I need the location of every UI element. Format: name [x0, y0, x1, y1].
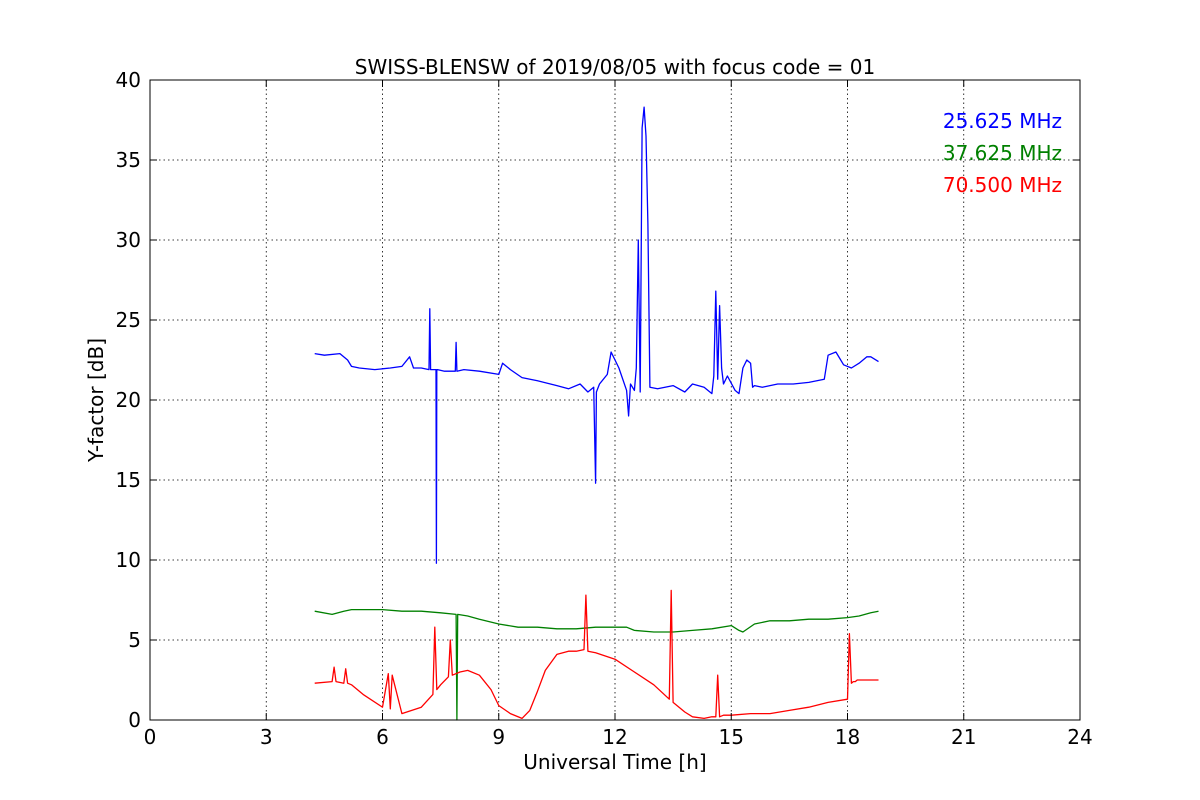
y-tick-label: 15 [116, 468, 141, 492]
y-axis-label: Y-factor [dB] [84, 338, 108, 463]
series-layer [314, 106, 879, 721]
x-tick-label: 21 [951, 725, 976, 749]
x-tick-label: 0 [144, 725, 157, 749]
x-tick-label: 6 [376, 725, 389, 749]
series-line-25-625-mhz [314, 106, 879, 564]
y-tick-label: 5 [128, 628, 141, 652]
legend: 25.625 MHz 37.625 MHz 70.500 MHz [943, 109, 1062, 197]
x-tick-label: 3 [260, 725, 273, 749]
x-tick-label: 15 [719, 725, 744, 749]
y-tick-label: 0 [128, 708, 141, 732]
chart-title: SWISS-BLENSW of 2019/08/05 with focus co… [355, 55, 876, 79]
x-tick-label: 12 [602, 725, 627, 749]
legend-entry-70-500: 70.500 MHz [943, 173, 1062, 197]
series-line-70-500-mhz [314, 589, 879, 720]
y-tick-label: 40 [116, 68, 141, 92]
y-tick-labels: 0 5 10 15 20 25 30 35 40 [116, 68, 141, 732]
legend-entry-25-625: 25.625 MHz [943, 109, 1062, 133]
x-axis-label: Universal Time [h] [523, 750, 706, 774]
y-tick-label: 10 [116, 548, 141, 572]
x-tick-label: 24 [1067, 725, 1092, 749]
y-tick-label: 20 [116, 388, 141, 412]
x-tick-label: 18 [835, 725, 860, 749]
x-tick-label: 9 [492, 725, 505, 749]
y-tick-label: 35 [116, 148, 141, 172]
series-line-37-625-mhz [314, 608, 879, 721]
x-tick-labels: 0 3 6 9 12 15 18 21 24 [144, 725, 1093, 749]
y-tick-label: 30 [116, 228, 141, 252]
ticks [149, 79, 1081, 721]
grid [150, 80, 1080, 720]
y-tick-label: 25 [116, 308, 141, 332]
legend-entry-37-625: 37.625 MHz [943, 141, 1062, 165]
